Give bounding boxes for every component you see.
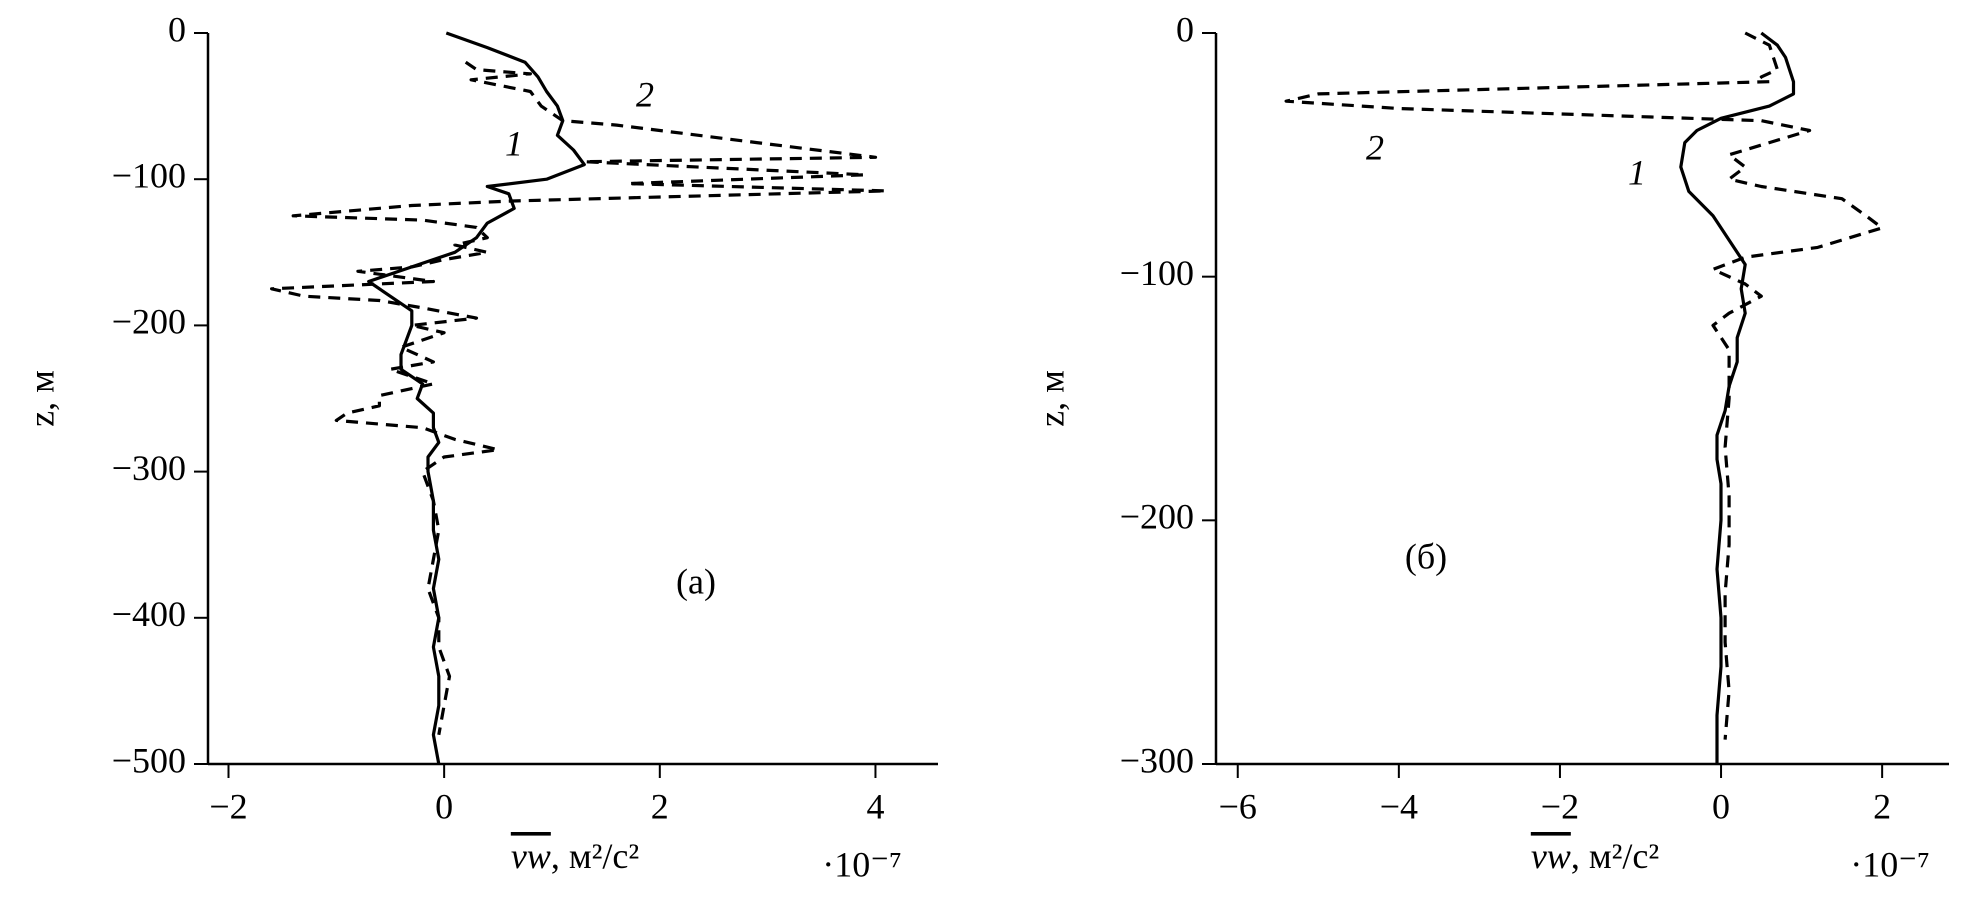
- y-tick-label: −500: [112, 740, 186, 780]
- y-tick-label: 0: [168, 9, 186, 49]
- y-tick-label: −400: [112, 594, 186, 634]
- y-tick-label: −200: [112, 302, 186, 342]
- x-multiplier: ·10⁻⁷: [1850, 844, 1930, 884]
- x-label-units: , м²/с²: [1571, 836, 1659, 876]
- x-tick-label: −6: [1219, 786, 1257, 826]
- y-tick-label: −300: [1120, 740, 1194, 780]
- x-tick-label: −2: [209, 786, 247, 826]
- curve-label: 1: [505, 123, 523, 163]
- profile-line: [1679, 31, 1796, 764]
- y-tick-label: −100: [112, 155, 186, 195]
- y-axis-label: z, м: [21, 370, 61, 427]
- x-axis-label: vw, м²/с²: [1531, 836, 1659, 876]
- curve-label: 1: [1628, 152, 1646, 192]
- y-tick-label: −300: [112, 448, 186, 488]
- panel-label: (б): [1405, 536, 1447, 576]
- curve-label: 2: [1366, 127, 1384, 167]
- x-multiplier: ·10⁻⁷: [822, 844, 902, 884]
- y-tick-label: −200: [1120, 497, 1194, 537]
- x-axis-label: vw, м²/с²: [511, 836, 639, 876]
- profile-line: [270, 60, 888, 736]
- x-tick-label: 0: [435, 786, 453, 826]
- x-tick-label: 0: [1712, 786, 1730, 826]
- panel: 0 −100 −200 −300 −6 −4 −2 0 2 1 2 (б) z, м vw, м²/с² ·…: [1031, 9, 1949, 884]
- panel: 0 −100 −200 −300 −400 −500 −2 0 2 4 1 2 (а) z, м vw, м…: [21, 9, 938, 884]
- x-tick-label: −4: [1380, 786, 1418, 826]
- x-tick-label: −2: [1541, 786, 1579, 826]
- x-label-symbol: vw: [511, 836, 551, 876]
- y-tick-label: −100: [1120, 253, 1194, 293]
- panel-label: (а): [676, 561, 716, 601]
- y-axis-label: z, м: [1031, 370, 1071, 427]
- profile-line: [367, 31, 586, 765]
- x-tick-label: 4: [866, 786, 884, 826]
- x-tick-label: 2: [1873, 786, 1891, 826]
- x-tick-label: 2: [651, 786, 669, 826]
- y-tick-label: 0: [1176, 9, 1194, 49]
- profile-line: [1284, 31, 1884, 740]
- x-label-units: , м²/с²: [551, 836, 639, 876]
- x-label-symbol: vw: [1531, 836, 1571, 876]
- curve-label: 2: [636, 74, 654, 114]
